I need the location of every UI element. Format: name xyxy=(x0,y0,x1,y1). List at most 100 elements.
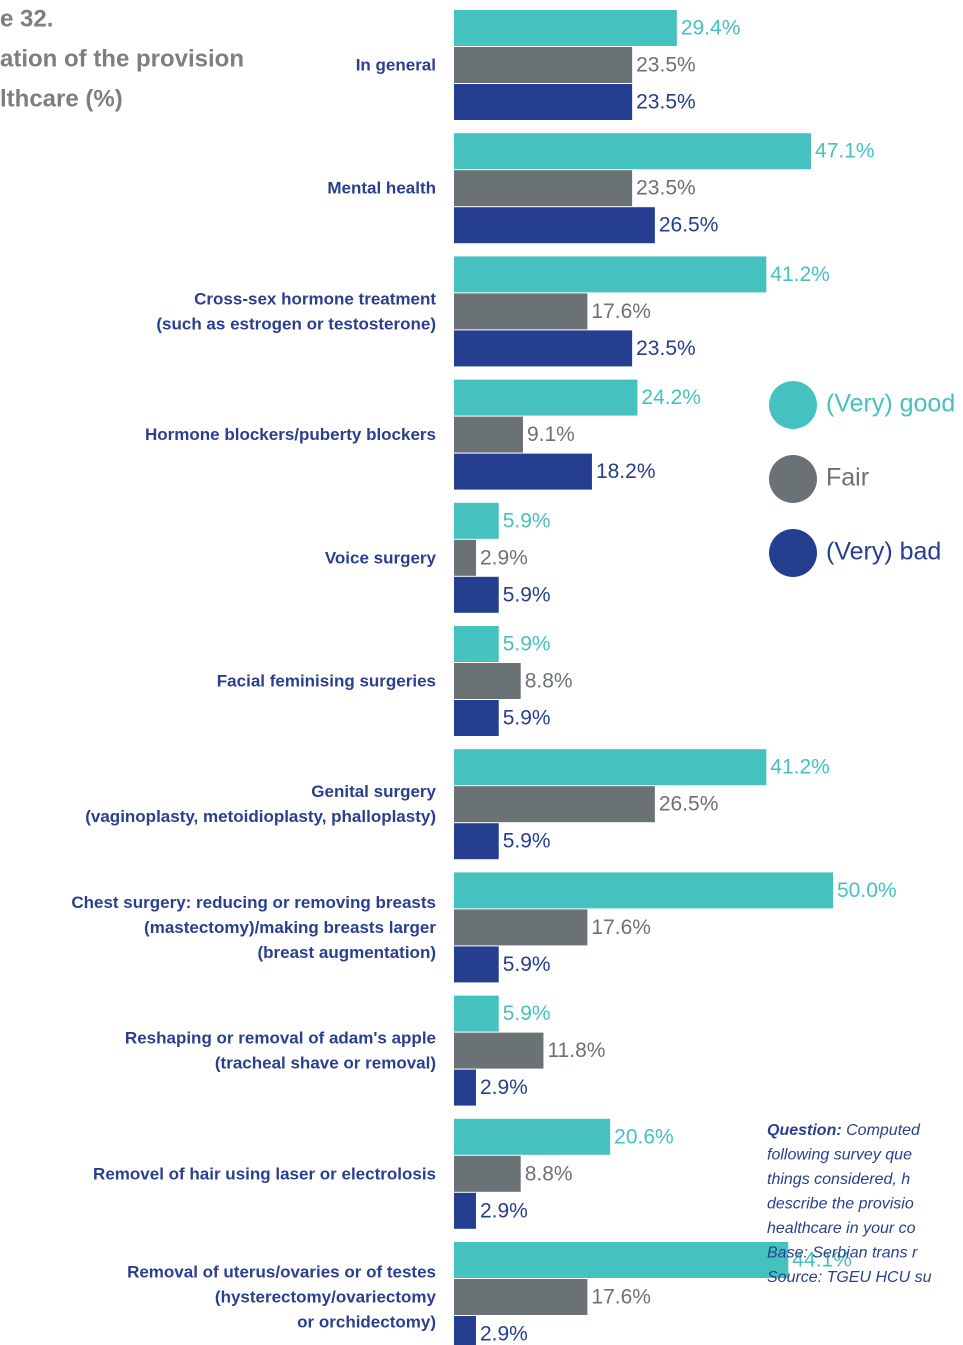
value-label: 50.0% xyxy=(837,879,897,902)
value-label: 24.2% xyxy=(641,386,701,409)
value-label: 17.6% xyxy=(591,916,651,939)
bar xyxy=(454,207,655,244)
value-label: 41.2% xyxy=(770,756,830,779)
value-label: 5.9% xyxy=(503,1002,551,1025)
legend-swatch xyxy=(769,529,817,577)
chart-title: ation of the provision xyxy=(0,45,244,72)
category-label: or orchidectomy) xyxy=(297,1312,436,1331)
category-label: (vaginoplasty, metoidioplasty, phallopla… xyxy=(85,807,436,826)
value-label: 5.9% xyxy=(503,583,551,606)
value-label: 2.9% xyxy=(480,1199,528,1222)
value-label: 9.1% xyxy=(527,423,575,446)
value-label: 18.2% xyxy=(596,460,656,483)
bar xyxy=(454,1192,476,1229)
note-line: Question: Computed xyxy=(767,1122,921,1139)
note-text: things considered, h xyxy=(767,1171,910,1188)
bar xyxy=(454,1279,588,1315)
bar xyxy=(454,1032,544,1069)
note-text: Source: TGEU HCU su xyxy=(767,1269,932,1286)
value-label: 26.5% xyxy=(659,793,719,816)
note-line: describe the provisio xyxy=(767,1196,914,1213)
bar xyxy=(454,663,521,699)
value-label: 2.9% xyxy=(480,546,528,569)
bar xyxy=(454,133,812,170)
note-bold: Question: xyxy=(767,1122,842,1139)
note-text: healthcare in your co xyxy=(767,1220,916,1237)
bar xyxy=(454,330,633,367)
category-label: Reshaping or removal of adam's apple xyxy=(125,1029,436,1048)
value-label: 23.5% xyxy=(636,91,696,114)
bar xyxy=(454,700,499,736)
bar xyxy=(454,47,633,83)
value-label: 5.9% xyxy=(503,830,551,853)
value-label: 5.9% xyxy=(503,509,551,532)
value-label: 2.9% xyxy=(480,1076,528,1099)
category-label: Removel of hair using laser or electrolo… xyxy=(93,1164,436,1183)
bar xyxy=(454,502,499,539)
category-label: Cross-sex hormone treatment xyxy=(194,289,436,308)
legend-swatch xyxy=(769,455,817,503)
value-label: 23.5% xyxy=(636,337,696,360)
note-line: Source: TGEU HCU su xyxy=(767,1269,932,1286)
note-text: Base: Serbian trans r xyxy=(767,1245,918,1262)
category-label: (such as estrogen or testosterone) xyxy=(156,314,436,333)
category-label: Facial feminising surgeries xyxy=(217,671,436,690)
legend-label: (Very) bad xyxy=(826,538,941,566)
bar xyxy=(454,749,767,786)
bar xyxy=(454,1316,476,1345)
value-label: 17.6% xyxy=(591,300,651,323)
value-label: 11.8% xyxy=(547,1039,605,1062)
note-line: following survey que xyxy=(767,1147,912,1164)
bar xyxy=(454,946,499,983)
bar xyxy=(454,10,677,46)
value-label: 41.2% xyxy=(770,263,830,286)
bar xyxy=(454,995,499,1032)
value-label: 23.5% xyxy=(636,54,696,77)
bar xyxy=(454,1155,521,1192)
value-label: 17.6% xyxy=(591,1286,651,1309)
bar xyxy=(454,379,638,416)
value-label: 8.8% xyxy=(525,670,573,693)
note-text: describe the provisio xyxy=(767,1196,914,1213)
category-label: (tracheal shave or removal) xyxy=(215,1054,436,1073)
category-label: Hormone blockers/puberty blockers xyxy=(145,425,436,444)
category-label: Chest surgery: reducing or removing brea… xyxy=(71,893,436,912)
chart-title: lthcare (%) xyxy=(0,85,123,112)
value-label: 23.5% xyxy=(636,177,696,200)
bar xyxy=(454,576,499,613)
value-label: 20.6% xyxy=(614,1125,674,1148)
note-line: healthcare in your co xyxy=(767,1220,916,1237)
category-label: Voice surgery xyxy=(325,548,437,567)
chart-title: e 32. xyxy=(0,5,53,32)
bar xyxy=(454,170,633,207)
note-line: things considered, h xyxy=(767,1171,910,1188)
value-label: 8.8% xyxy=(525,1162,573,1185)
category-label: In general xyxy=(356,55,436,74)
bar xyxy=(454,453,592,490)
category-label: Removal of uterus/ovaries or of testes xyxy=(127,1262,436,1281)
legend-label: (Very) good xyxy=(826,390,955,418)
value-label: 44.1% xyxy=(792,1249,852,1272)
legend-label: Fair xyxy=(826,464,869,492)
value-label: 26.5% xyxy=(659,214,719,237)
bar xyxy=(454,1069,476,1106)
category-label: Genital surgery xyxy=(311,782,436,801)
bar xyxy=(454,416,523,453)
bar xyxy=(454,823,499,860)
bar xyxy=(454,256,767,293)
value-label: 47.1% xyxy=(815,140,875,163)
category-label: (breast augmentation) xyxy=(257,943,436,962)
value-label: 5.9% xyxy=(503,707,551,730)
note-text: following survey que xyxy=(767,1147,912,1164)
bar xyxy=(454,626,499,662)
category-label: (mastectomy)/making breasts larger xyxy=(144,918,436,937)
bar xyxy=(454,786,655,823)
category-label: (hysterectomy/ovariectomy xyxy=(215,1287,437,1306)
bar xyxy=(454,539,476,576)
bar xyxy=(454,84,633,120)
note-line: Base: Serbian trans r xyxy=(767,1245,918,1262)
legend-swatch xyxy=(769,381,817,429)
value-label: 29.4% xyxy=(681,17,741,40)
value-label: 5.9% xyxy=(503,633,551,656)
